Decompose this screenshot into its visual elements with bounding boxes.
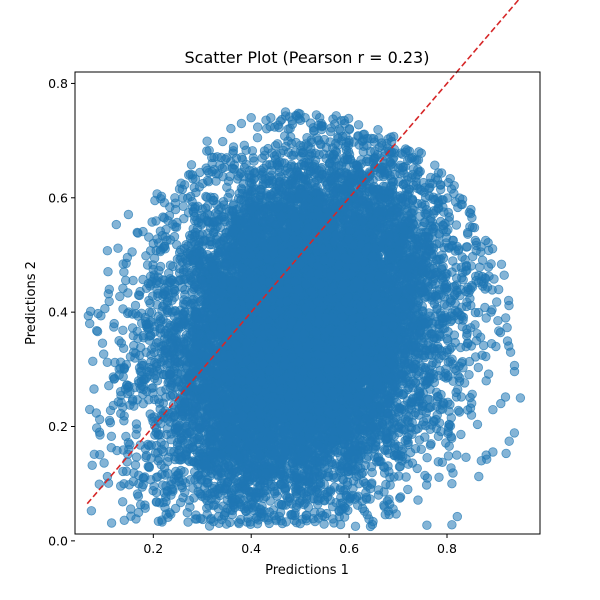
data-point <box>132 424 142 434</box>
data-point <box>252 132 263 143</box>
plot-area <box>74 0 541 535</box>
data-point <box>353 120 364 130</box>
data-point <box>135 342 146 353</box>
data-point <box>446 463 456 473</box>
data-point <box>103 267 113 277</box>
data-point <box>97 338 108 348</box>
data-points <box>83 107 526 532</box>
data-point <box>119 515 130 526</box>
data-point <box>452 450 462 460</box>
data-point <box>87 460 97 471</box>
data-point <box>253 122 263 132</box>
data-point <box>113 243 123 253</box>
data-point <box>84 318 95 329</box>
data-point <box>246 112 256 123</box>
data-point <box>182 508 193 518</box>
data-point <box>236 118 247 129</box>
data-point <box>421 480 432 490</box>
data-point <box>373 124 383 135</box>
data-point <box>457 194 468 205</box>
data-point <box>130 460 141 470</box>
data-point <box>403 484 413 495</box>
data-point <box>447 479 457 489</box>
data-point <box>186 160 197 170</box>
data-point <box>119 267 129 277</box>
data-point <box>486 339 497 349</box>
data-point <box>98 349 109 359</box>
data-point <box>151 497 162 507</box>
data-point <box>202 146 212 156</box>
data-point <box>493 316 503 326</box>
data-point <box>109 322 119 332</box>
data-point <box>123 209 134 220</box>
data-point <box>291 137 301 148</box>
data-point <box>502 322 512 333</box>
data-point <box>89 384 99 394</box>
data-point <box>102 245 113 256</box>
data-point <box>202 136 212 146</box>
data-point <box>515 393 526 403</box>
data-point <box>481 313 491 323</box>
data-point <box>483 369 494 379</box>
chart-title: Scatter Plot (Pearson r = 0.23) <box>185 48 430 67</box>
data-point <box>451 220 462 230</box>
data-point <box>118 304 128 314</box>
data-point <box>461 452 471 463</box>
data-point <box>501 313 511 323</box>
data-point <box>496 398 506 409</box>
data-point <box>277 114 287 125</box>
